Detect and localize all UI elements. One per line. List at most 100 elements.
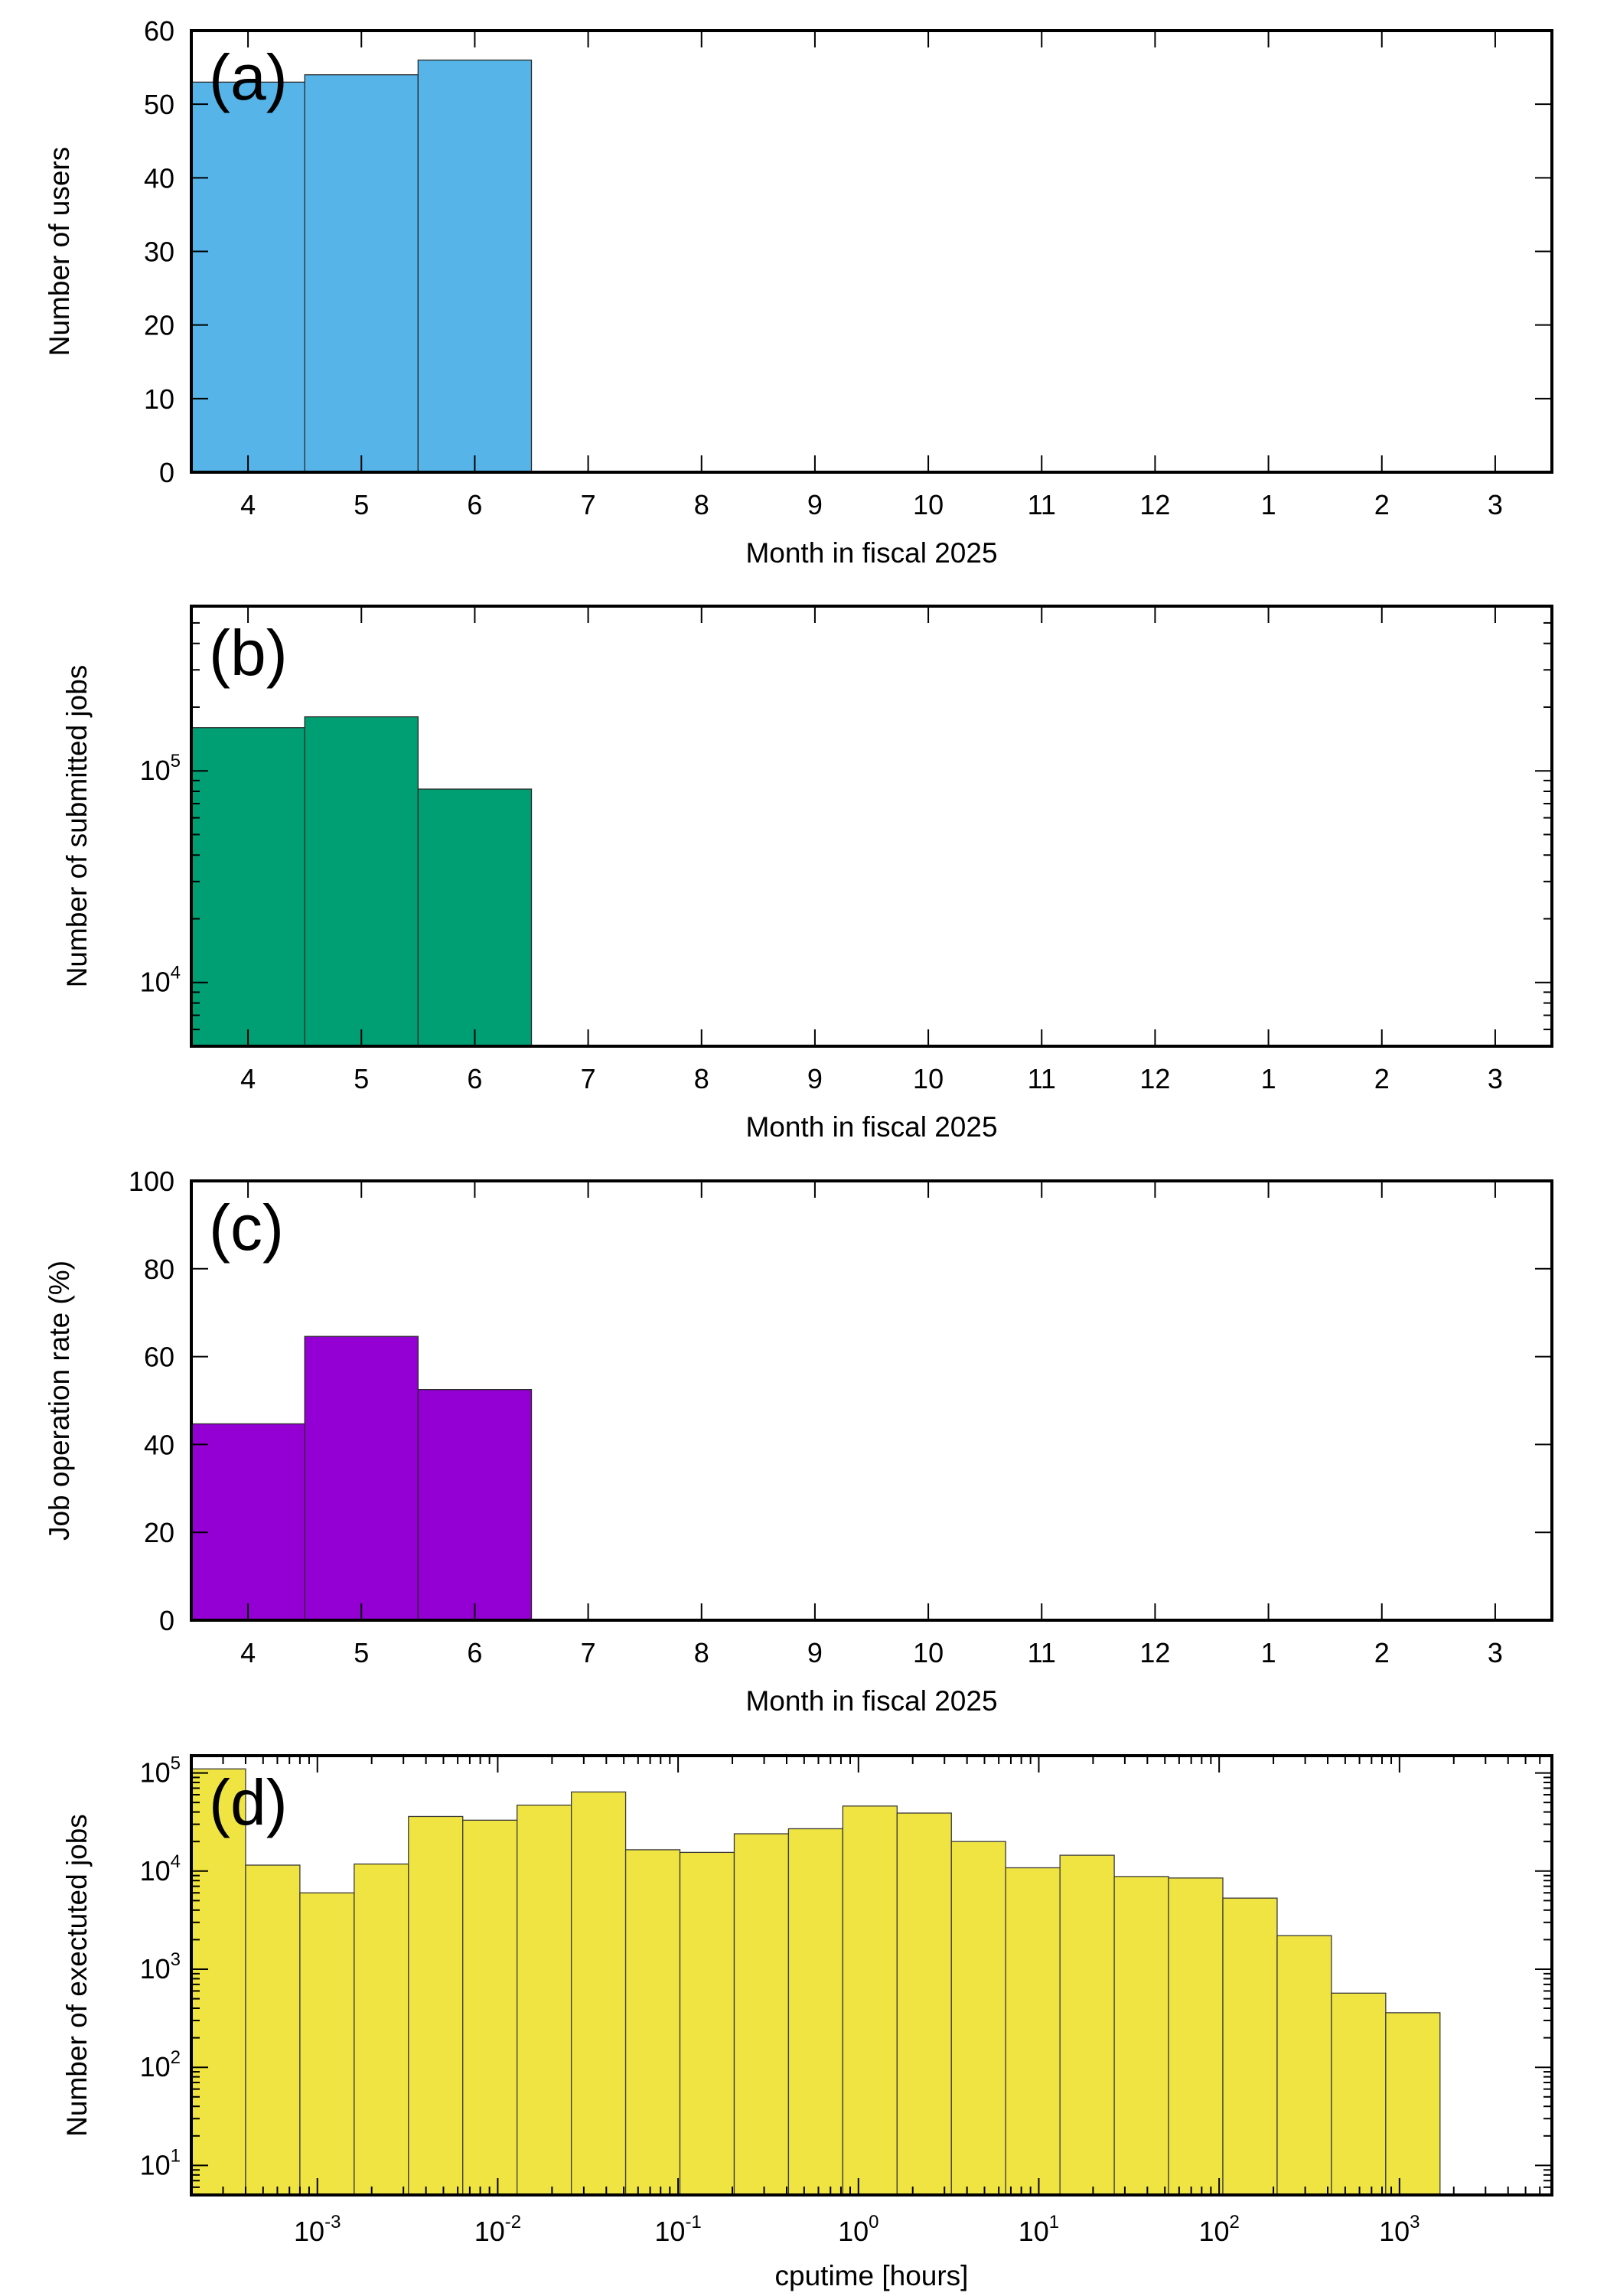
histogram-bar	[787, 1828, 844, 2196]
y-axis-title: Number of users	[44, 147, 75, 357]
x-tick-label: 8	[694, 1063, 709, 1094]
x-tick-label: 11	[1028, 1063, 1056, 1094]
x-tick-label: 5	[354, 1637, 369, 1668]
bar-month-5	[304, 1336, 419, 1621]
bar-month-6	[417, 1389, 533, 1621]
y-tick-label: 0	[159, 457, 174, 488]
histogram-bar	[1331, 1992, 1387, 2196]
x-tick-label: 4	[240, 1637, 256, 1668]
panel-tag: (d)	[209, 1766, 288, 1838]
x-tick-label: 4	[240, 489, 256, 520]
x-tick-label: 10	[913, 1063, 944, 1094]
histogram-bar	[408, 1815, 464, 2196]
x-tick-label: 101	[1019, 2212, 1059, 2247]
x-tick-label: 9	[807, 1637, 823, 1668]
histogram-bar	[191, 1768, 246, 2196]
panel-tag: (c)	[209, 1192, 284, 1264]
x-tick-label: 8	[694, 489, 709, 520]
x-axis-title: Month in fiscal 2025	[745, 1111, 997, 1143]
x-tick-label: 103	[1379, 2212, 1420, 2247]
y-axis-title: Job operation rate (%)	[44, 1261, 75, 1541]
x-tick-label: 8	[694, 1637, 709, 1668]
plot-frame	[190, 605, 1553, 1048]
y-axis-title: Number of submitted jobs	[61, 665, 93, 988]
y-tick-label: 40	[144, 162, 174, 194]
x-tick-label: 10	[913, 1637, 944, 1668]
y-axis-title: Number of exectuted jobs	[61, 1814, 93, 2137]
histogram-bar	[1276, 1935, 1332, 2196]
histogram-bar	[1113, 1876, 1169, 2196]
bar-month-4	[191, 1423, 305, 1621]
y-tick-label: 10	[144, 383, 174, 415]
x-tick-label: 102	[1198, 2212, 1239, 2247]
histogram-bar	[896, 1812, 952, 2196]
x-tick-label: 5	[354, 1063, 369, 1094]
histogram-bar	[462, 1819, 518, 2196]
x-tick-label: 7	[581, 489, 596, 520]
x-axis-title: cputime [hours]	[775, 2260, 969, 2291]
bar-month-5	[304, 74, 419, 473]
histogram-bar	[1385, 2012, 1441, 2196]
histogram-bar	[733, 1833, 790, 2196]
histogram-bar	[624, 1849, 681, 2196]
panel-tag: (a)	[209, 41, 288, 113]
histogram-bar	[245, 1864, 301, 2196]
histogram-bar	[354, 1863, 409, 2196]
histogram-bar	[950, 1841, 1006, 2196]
histogram-bar	[517, 1804, 572, 2196]
x-tick-label: 5	[354, 489, 369, 520]
x-tick-label: 12	[1139, 1637, 1170, 1668]
x-tick-label: 9	[807, 1063, 823, 1094]
y-tick-label: 104	[140, 1851, 181, 1887]
panel-d: 10-3 10-2 10-1 100 101 102 103 101 102 103 104 105 c…	[61, 1753, 1553, 2291]
bar-month-4	[191, 727, 305, 1047]
x-tick-label: 6	[467, 489, 482, 520]
x-tick-label: 2	[1374, 1637, 1390, 1668]
bar-month-6	[417, 788, 533, 1047]
x-tick-label: 1	[1261, 489, 1276, 520]
histogram-bar	[1168, 1877, 1224, 2196]
x-tick-label: 2	[1374, 1063, 1390, 1094]
x-tick-label: 6	[467, 1637, 482, 1668]
x-tick-label: 2	[1374, 489, 1390, 520]
x-tick-label: 12	[1139, 489, 1170, 520]
histogram-bar	[1059, 1854, 1115, 2196]
histogram-bar	[299, 1892, 355, 2196]
x-axis-title: Month in fiscal 2025	[745, 1685, 997, 1717]
histogram-bar	[679, 1851, 735, 2196]
y-tick-label: 20	[144, 310, 174, 341]
x-tick-label: 7	[581, 1063, 596, 1094]
x-tick-label: 11	[1028, 489, 1056, 520]
plot-frame	[190, 1179, 1553, 1622]
x-tick-label: 10-2	[474, 2212, 521, 2247]
y-tick-label: 105	[140, 751, 181, 786]
x-tick-label: 3	[1488, 1637, 1503, 1668]
bar-month-6	[417, 59, 533, 473]
bar-month-5	[304, 716, 419, 1047]
y-tick-label: 80	[144, 1254, 174, 1285]
y-tick-label: 104	[140, 963, 181, 998]
x-tick-label: 6	[467, 1063, 482, 1094]
y-tick-label: 101	[140, 2145, 181, 2180]
y-tick-label: 50	[144, 89, 174, 120]
histogram-bar	[1222, 1897, 1278, 2196]
y-tick-label: 30	[144, 236, 174, 268]
y-tick-label: 60	[144, 15, 174, 47]
plot-frame	[190, 1754, 1553, 2197]
y-tick-label: 40	[144, 1429, 174, 1460]
y-tick-label: 105	[140, 1753, 181, 1789]
x-tick-label: 1	[1261, 1063, 1276, 1094]
histogram-bar	[570, 1791, 627, 2196]
panel-tag: (b)	[209, 617, 288, 689]
x-tick-label: 11	[1028, 1637, 1056, 1668]
x-tick-label: 10	[913, 489, 944, 520]
y-tick-label: 20	[144, 1517, 174, 1548]
x-tick-label: 1	[1261, 1637, 1276, 1668]
bar-month-4	[191, 81, 305, 473]
x-tick-label: 100	[838, 2212, 878, 2247]
y-tick-label: 102	[140, 2047, 181, 2082]
